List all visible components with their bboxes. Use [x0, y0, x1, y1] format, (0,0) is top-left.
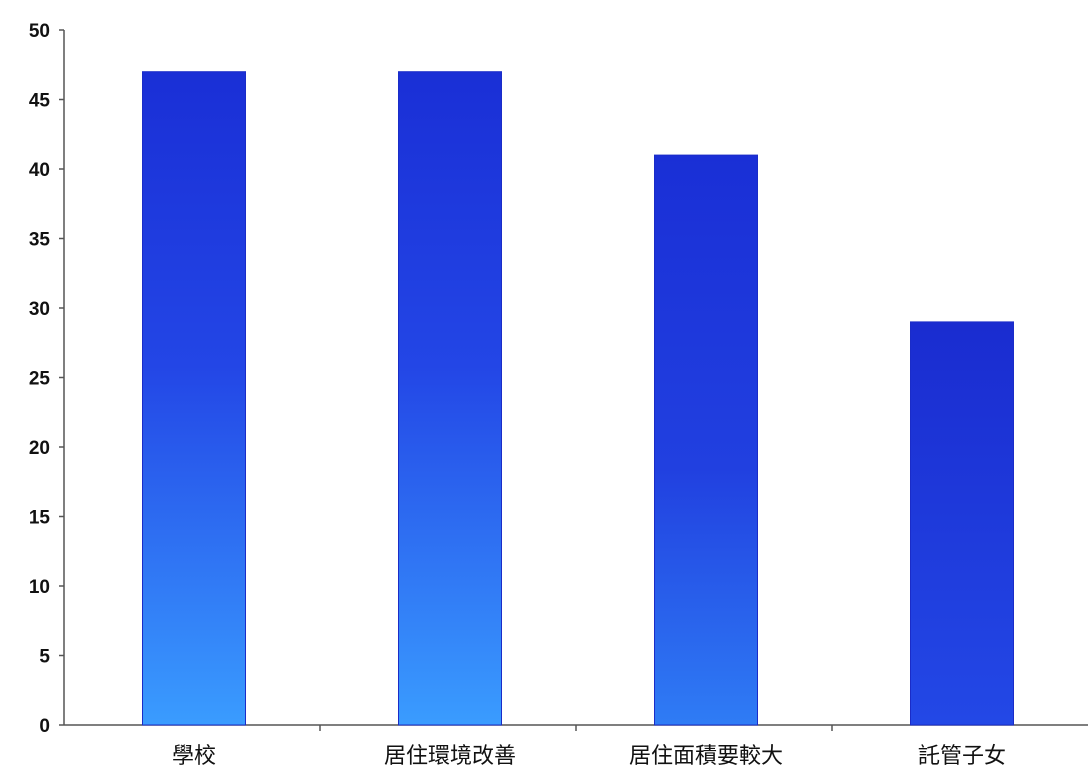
x-category-label: 學校 [172, 744, 216, 769]
bar-1 [142, 71, 246, 726]
y-tick-label: 15 [29, 508, 51, 529]
y-tick-label: 45 [29, 91, 51, 112]
x-category-label: 居住面積要較大 [629, 744, 783, 769]
bar-2 [398, 71, 502, 726]
y-tick-label: 35 [29, 230, 51, 251]
x-category-label: 託管子女 [918, 744, 1006, 769]
y-tick-label: 50 [29, 21, 50, 42]
y-tick-label: 30 [29, 299, 50, 320]
x-category-label: 居住環境改善 [384, 744, 516, 769]
bars [142, 71, 1014, 726]
y-tick-label: 40 [29, 160, 50, 181]
y-tick-label: 5 [39, 647, 50, 668]
y-tick-label: 0 [39, 716, 50, 737]
y-tick-label: 20 [29, 438, 50, 459]
bar-3 [654, 154, 758, 726]
y-axis-ticks: 0 5 10 15 20 25 30 35 40 45 50 [29, 21, 64, 737]
bar-4 [910, 321, 1014, 726]
x-axis-labels: 學校 居住環境改善 居住面積要較大 託管子女 [172, 744, 1006, 769]
y-tick-label: 25 [29, 369, 51, 390]
y-tick-label: 10 [29, 577, 50, 598]
